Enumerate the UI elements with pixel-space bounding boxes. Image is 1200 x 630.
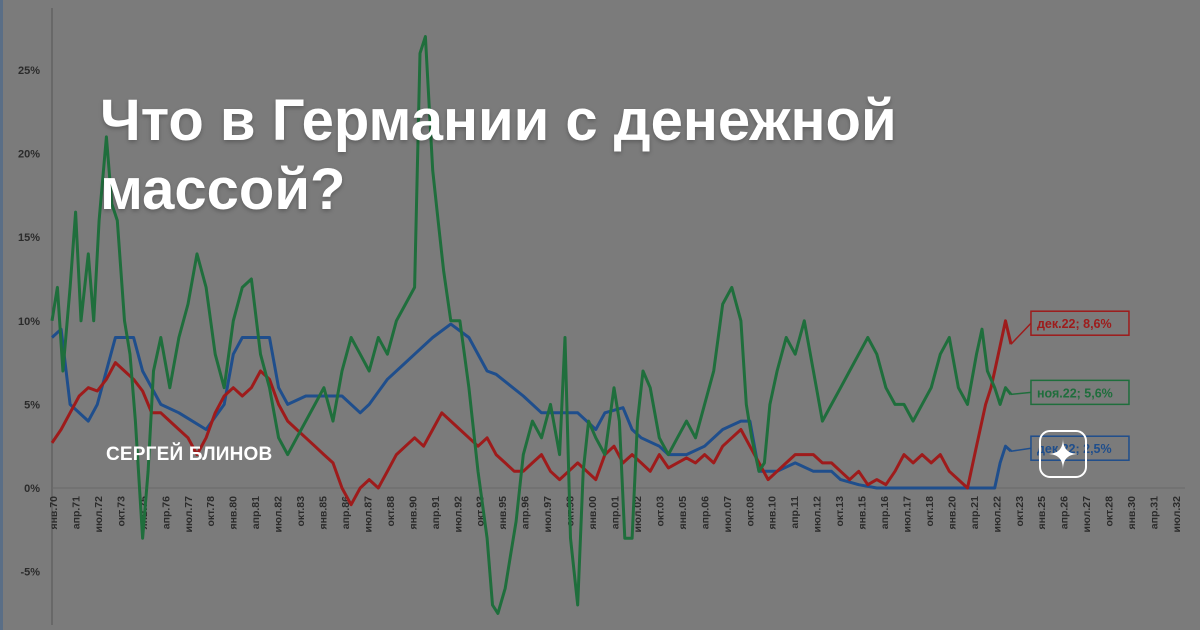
annotation-box [1030, 310, 1130, 336]
y-tick-label: 10% [18, 316, 40, 328]
x-tick-label: окт.23 [1014, 496, 1026, 527]
annotation-leader [1010, 322, 1032, 345]
x-tick-label: окт.08 [744, 496, 756, 527]
x-tick-label: июл.77 [183, 496, 195, 533]
zen-star-icon[interactable] [1039, 430, 1087, 478]
title-line-2: массой? [100, 157, 346, 222]
x-tick-label: апр.71 [70, 496, 82, 529]
x-tick-label: янв.80 [228, 496, 240, 530]
x-tick-label: янв.25 [1036, 496, 1048, 530]
title-line-1: Что в Германии с денежной [100, 88, 897, 153]
annotation-label: ноя.22; 5,6% [1037, 386, 1113, 400]
x-tick-label: янв.00 [587, 496, 599, 530]
x-tick-label: окт.18 [924, 496, 936, 527]
x-tick-label: июл.82 [273, 496, 285, 533]
annotation-label: дек.22; 8,6% [1037, 317, 1112, 331]
page-title: Что в Германии с денежной массой? [100, 86, 1100, 224]
x-tick-label: июл.17 [901, 496, 913, 533]
x-tick-label: апр.81 [250, 496, 262, 529]
x-tick-label: июл.07 [722, 496, 734, 533]
x-tick-label: июл.22 [991, 496, 1003, 533]
x-tick-label: июл.97 [542, 496, 554, 533]
x-tick-label: янв.05 [677, 496, 689, 530]
annotation-box [1030, 379, 1130, 406]
x-tick-label: апр.96 [520, 496, 532, 529]
x-tick-label: янв.85 [318, 496, 330, 530]
x-tick-label: апр.76 [160, 496, 172, 529]
x-tick-label: окт.28 [1104, 496, 1116, 527]
x-tick-label: янв.30 [1126, 496, 1138, 530]
zen-star-glyph [1047, 438, 1079, 470]
x-tick-label: июл.12 [812, 496, 824, 533]
x-axis-labels: янв.70 апр.71 июл.72 окт.73 янв.75 апр.76 июл.… [48, 496, 1183, 533]
x-tick-label: янв.20 [946, 496, 958, 530]
x-tick-label: апр.21 [969, 496, 981, 529]
x-tick-label: янв.95 [497, 496, 509, 530]
y-tick-label: 20% [18, 149, 40, 161]
x-tick-label: окт.03 [654, 496, 666, 527]
annotation-leader [1010, 391, 1032, 396]
series-line-2 [50, 319, 1013, 507]
y-tick-label: 0% [24, 483, 40, 495]
x-tick-label: апр.01 [610, 496, 622, 529]
x-tick-label: окт.88 [385, 496, 397, 527]
x-tick-label: апр.06 [699, 496, 711, 529]
x-tick-label: окт.83 [295, 496, 307, 527]
x-tick-label: апр.11 [789, 496, 801, 529]
x-tick-label: окт.78 [205, 496, 217, 527]
y-axis-labels: 25% 20% 15% 10% 5% 0% -5% [18, 65, 40, 579]
left-edge-bar [0, 0, 3, 630]
x-tick-label: апр.16 [879, 496, 891, 529]
x-tick-label: окт.13 [834, 496, 846, 527]
y-tick-label: -5% [20, 567, 40, 579]
author-name[interactable]: СЕРГЕЙ БЛИНОВ [106, 444, 273, 465]
x-tick-label: апр.26 [1059, 496, 1071, 529]
y-tick-label: 5% [24, 399, 40, 411]
x-tick-label: апр.91 [430, 496, 442, 529]
chart-lines [50, 35, 1013, 615]
x-tick-label: янв.70 [48, 496, 60, 530]
x-tick-label: янв.90 [407, 496, 419, 530]
y-tick-label: 15% [18, 232, 40, 244]
x-tick-label: июл.27 [1081, 496, 1093, 533]
x-tick-label: янв.15 [857, 496, 869, 530]
x-tick-label: июл.87 [362, 496, 374, 533]
x-tick-label: июл.72 [93, 496, 105, 533]
x-tick-label: апр.86 [340, 496, 352, 529]
x-tick-label: апр.31 [1149, 496, 1161, 529]
x-tick-label: июл.32 [1171, 496, 1183, 533]
series-line-3 [50, 35, 1013, 615]
annotation-leader [1010, 447, 1032, 452]
y-tick-label: 25% [18, 65, 40, 77]
x-tick-label: июл.92 [452, 496, 464, 533]
x-tick-label: окт.73 [115, 496, 127, 527]
x-tick-label: янв.10 [767, 496, 779, 530]
